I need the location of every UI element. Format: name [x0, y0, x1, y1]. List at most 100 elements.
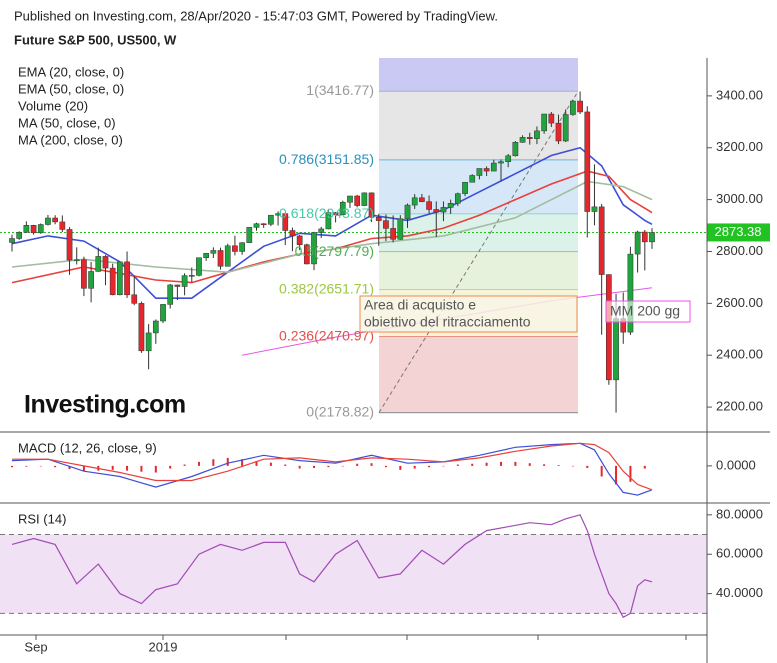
- candle-body: [124, 261, 130, 296]
- macd-histogram-bar: [413, 465, 416, 469]
- y-tick-label: 2800.00: [716, 243, 763, 258]
- macd-histogram-bar: [226, 457, 229, 466]
- candle-body: [181, 275, 188, 287]
- candle-body: [224, 245, 231, 267]
- fib-label: 0.236(2470.97): [279, 328, 374, 344]
- y-tick-label: 3200.00: [716, 139, 763, 154]
- macd-histogram-bar: [197, 461, 200, 466]
- candle-body: [469, 175, 476, 183]
- front-layer: 2200.00 2400.00 2600.00 2800.00 3000.00 3200.…: [18, 64, 770, 600]
- y-tick-label: 2400.00: [716, 347, 763, 362]
- macd-histogram-bar: [384, 465, 387, 468]
- candle-body: [505, 155, 512, 162]
- candle-body: [562, 114, 569, 142]
- candle-body: [375, 216, 382, 221]
- macd-histogram-bar: [571, 465, 574, 467]
- macd-histogram-bar: [471, 463, 474, 466]
- macd-histogram-bar: [557, 465, 560, 466]
- candle-body: [16, 232, 23, 239]
- candle-body: [613, 318, 619, 381]
- candle-body: [555, 122, 562, 142]
- candle-body: [167, 284, 174, 305]
- candle-body: [131, 294, 138, 304]
- candle-body: [634, 231, 641, 255]
- candle-body: [260, 223, 267, 225]
- candle-body: [282, 213, 289, 231]
- candle-body: [577, 100, 583, 113]
- candle-body: [232, 245, 238, 252]
- candle-body: [275, 213, 281, 216]
- annotation-box: [359, 295, 578, 333]
- x-tick-label: Sep: [24, 639, 47, 654]
- macd-histogram-bar: [140, 465, 143, 472]
- candle-body: [152, 320, 159, 334]
- fib-zone: [379, 214, 578, 253]
- macd-title: MACD (12, 26, close, 9): [18, 440, 157, 455]
- macd-histogram-bar: [399, 465, 402, 470]
- candle-body: [598, 206, 605, 275]
- candle-body: [483, 168, 490, 172]
- y-tick-label: 0.0000: [716, 457, 756, 472]
- y-tick-label: 60.0000: [716, 546, 763, 561]
- macd-histogram-bar: [25, 465, 28, 467]
- candle-body: [440, 207, 447, 213]
- macd-histogram-bar: [615, 465, 618, 485]
- candle-body: [109, 267, 116, 296]
- candle-body: [584, 111, 591, 212]
- candle-body: [454, 193, 461, 204]
- candle-body: [311, 232, 317, 265]
- fib-label: 0(2178.82): [306, 403, 374, 419]
- candle-body: [296, 235, 303, 245]
- macd-histogram-bar: [68, 465, 71, 470]
- candle-body: [37, 224, 44, 234]
- macd-histogram-bar: [298, 465, 301, 469]
- indicator-line: [11, 442, 653, 496]
- candle-body: [253, 223, 260, 228]
- macd-histogram-bar: [154, 465, 157, 473]
- macd-histogram-bar: [284, 464, 287, 466]
- candle-body: [81, 259, 87, 289]
- legend-entry: EMA (20, close, 0): [18, 64, 124, 79]
- candle-body: [88, 271, 94, 289]
- candle-body: [498, 161, 504, 164]
- x-tick-label: 2019: [149, 639, 178, 654]
- candle-body: [95, 256, 102, 272]
- macd-histogram-bar: [255, 461, 258, 466]
- y-tick-label: 80.0000: [716, 506, 763, 521]
- annotation-text: obiettivo del ritracciamento: [364, 314, 531, 330]
- candle-body: [570, 100, 576, 115]
- macd-histogram-bar: [269, 462, 272, 466]
- candle-body: [160, 304, 166, 322]
- y-tick-label: 3000.00: [716, 191, 763, 206]
- legend-entry: EMA (50, close, 0): [18, 81, 124, 96]
- macd-histogram-bar: [499, 461, 502, 466]
- candle-body: [174, 284, 181, 287]
- candle-body: [383, 220, 389, 229]
- legend-entry: Volume (20): [18, 98, 88, 113]
- candle-body: [66, 229, 73, 261]
- candle-body: [447, 202, 454, 208]
- candle-body: [268, 214, 274, 225]
- macd-histogram-bar: [514, 461, 517, 466]
- macd-histogram-bar: [643, 465, 646, 469]
- macd-histogram-bar: [82, 465, 85, 472]
- candle-body: [404, 204, 411, 220]
- y-tick-label: 2200.00: [716, 399, 763, 414]
- y-tick-label: 2600.00: [716, 295, 763, 310]
- fib-zone: [379, 91, 578, 161]
- last-price-tag: [707, 223, 770, 242]
- watermark: Investing.com: [24, 391, 186, 419]
- rsi-title: RSI (14): [18, 511, 66, 526]
- macd-histogram-bar: [428, 465, 431, 468]
- macd-histogram-bar: [313, 465, 316, 468]
- annotation-text: MM 200 gg: [610, 303, 680, 319]
- candle-body: [462, 181, 468, 194]
- candle-body: [145, 332, 152, 352]
- macd-histogram-bar: [543, 464, 546, 466]
- candle-body: [627, 253, 634, 333]
- candle-body: [45, 217, 51, 225]
- candle-body: [246, 227, 253, 243]
- macd-histogram-bar: [341, 465, 344, 467]
- candle-body: [203, 253, 210, 258]
